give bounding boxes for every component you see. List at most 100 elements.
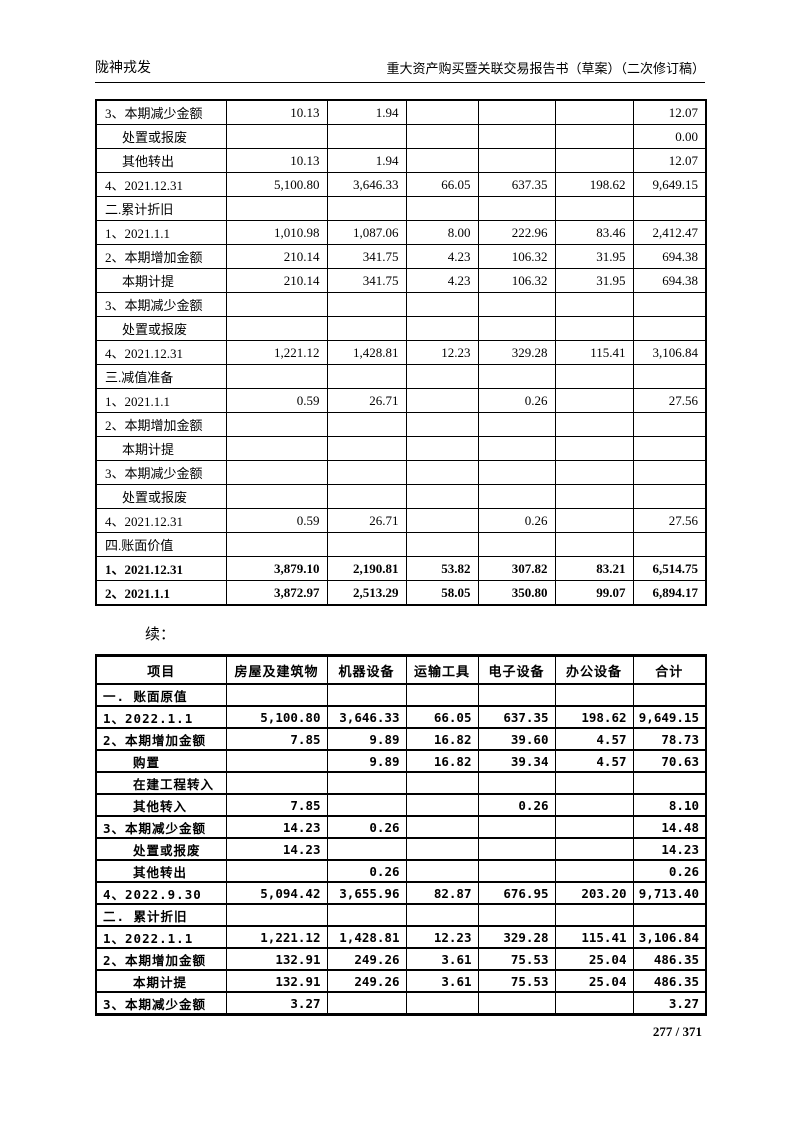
cell-value: 4.57	[554, 727, 634, 751]
row-label: 其他转出	[95, 148, 227, 173]
cell-value	[225, 316, 328, 341]
cell-value	[326, 412, 407, 437]
cell-value: 676.95	[477, 881, 556, 905]
cell-value: 115.41	[554, 925, 634, 949]
cell-value	[326, 364, 407, 389]
cell-value	[225, 364, 328, 389]
cell-value	[326, 460, 407, 485]
row-label: 处置或报废	[95, 124, 227, 149]
cell-value: 25.04	[554, 947, 634, 971]
cell-value	[632, 196, 707, 221]
cell-value: 0.26	[477, 388, 556, 413]
table-row: 3、本期减少金额 3.27 3.27	[95, 991, 707, 1016]
row-label: 一. 账面原值	[95, 683, 227, 707]
cell-value: 39.60	[477, 727, 556, 751]
column-header-item: 项目	[95, 655, 227, 685]
cell-value	[405, 148, 479, 173]
cell-value: 3,872.97	[225, 580, 328, 606]
row-label: 二.累计折旧	[95, 196, 227, 221]
table-row: 3、本期减少金额 10.13 1.94 12.07	[95, 99, 707, 125]
cell-value: 70.63	[632, 749, 707, 773]
row-label: 在建工程转入	[95, 771, 227, 795]
cell-value: 14.23	[632, 837, 707, 861]
cell-value: 9,649.15	[632, 172, 707, 197]
cell-value	[554, 903, 634, 927]
table-row: 处置或报废	[95, 484, 707, 509]
cell-value: 486.35	[632, 947, 707, 971]
cell-value: 106.32	[477, 268, 556, 293]
cell-value: 3,106.84	[632, 925, 707, 949]
cell-value	[554, 793, 634, 817]
cell-value: 1,428.81	[326, 925, 407, 949]
cell-value	[225, 292, 328, 317]
cell-value	[405, 412, 479, 437]
cell-value: 3.61	[405, 947, 479, 971]
table-row: 1、2022.1.1 1,221.12 1,428.81 12.23 329.28 115…	[95, 925, 707, 949]
cell-value	[554, 683, 634, 707]
cell-value: 39.34	[477, 749, 556, 773]
cell-value: 307.82	[477, 556, 556, 581]
table-row: 4、2021.12.31 0.59 26.71 0.26 27.56	[95, 508, 707, 533]
cell-value	[477, 815, 556, 839]
page-header: 陇神戎发 重大资产购买暨关联交易报告书（草案）（二次修订稿）	[95, 57, 705, 83]
table-row: 3、本期减少金额	[95, 292, 707, 317]
cell-value: 694.38	[632, 268, 707, 293]
cell-value: 222.96	[477, 220, 556, 245]
cell-value	[554, 460, 634, 485]
cell-value	[326, 837, 407, 861]
table-row: 1、2021.12.31 3,879.10 2,190.81 53.82 307.82 8…	[95, 556, 707, 581]
cell-value: 2,190.81	[326, 556, 407, 581]
row-label: 1、2021.1.1	[95, 388, 227, 413]
cell-value: 14.48	[632, 815, 707, 839]
row-label: 3、本期减少金额	[95, 460, 227, 485]
cell-value: 66.05	[405, 705, 479, 729]
cell-value	[405, 508, 479, 533]
row-label: 3、本期减少金额	[95, 292, 227, 317]
cell-value	[477, 460, 556, 485]
cell-value: 0.59	[225, 388, 328, 413]
cell-value: 14.23	[225, 837, 328, 861]
cell-value	[326, 771, 407, 795]
cell-value	[477, 412, 556, 437]
table-row: 2、本期增加金额 132.91 249.26 3.61 75.53 25.04 486.35	[95, 947, 707, 971]
table-row: 其他转入 7.85 0.26 8.10	[95, 793, 707, 817]
cell-value	[405, 815, 479, 839]
cell-value	[225, 196, 328, 221]
cell-value	[405, 532, 479, 557]
cell-value	[554, 771, 634, 795]
cell-value	[405, 837, 479, 861]
cell-value: 0.26	[477, 793, 556, 817]
cell-value: 210.14	[225, 244, 328, 269]
cell-value	[477, 196, 556, 221]
cell-value: 637.35	[477, 172, 556, 197]
row-label: 处置或报废	[95, 316, 227, 341]
cell-value	[405, 683, 479, 707]
cell-value: 78.73	[632, 727, 707, 751]
cell-value: 3.61	[405, 969, 479, 993]
table-row: 4、2021.12.31 1,221.12 1,428.81 12.23 329.28 1…	[95, 340, 707, 365]
cell-value	[405, 99, 479, 125]
cell-value: 26.71	[326, 388, 407, 413]
cell-value	[225, 484, 328, 509]
table-row: 二. 累计折旧	[95, 903, 707, 927]
cell-value: 26.71	[326, 508, 407, 533]
cell-value	[405, 388, 479, 413]
cell-value	[632, 771, 707, 795]
cell-value: 9,649.15	[632, 705, 707, 729]
table-row: 本期计提	[95, 436, 707, 461]
cell-value	[477, 292, 556, 317]
cell-value	[554, 99, 634, 125]
column-header-buildings: 房屋及建筑物	[225, 655, 328, 685]
cell-value: 5,094.42	[225, 881, 328, 905]
cell-value: 53.82	[405, 556, 479, 581]
cell-value: 10.13	[225, 148, 328, 173]
table-row: 本期计提 132.91 249.26 3.61 75.53 25.04 486.35	[95, 969, 707, 993]
cell-value: 82.87	[405, 881, 479, 905]
table-row: 在建工程转入	[95, 771, 707, 795]
cell-value	[225, 412, 328, 437]
cell-value	[326, 196, 407, 221]
table-row: 4、2022.9.30 5,094.42 3,655.96 82.87 676.95 20…	[95, 881, 707, 905]
row-label: 二. 累计折旧	[95, 903, 227, 927]
cell-value: 75.53	[477, 969, 556, 993]
cell-value	[632, 436, 707, 461]
